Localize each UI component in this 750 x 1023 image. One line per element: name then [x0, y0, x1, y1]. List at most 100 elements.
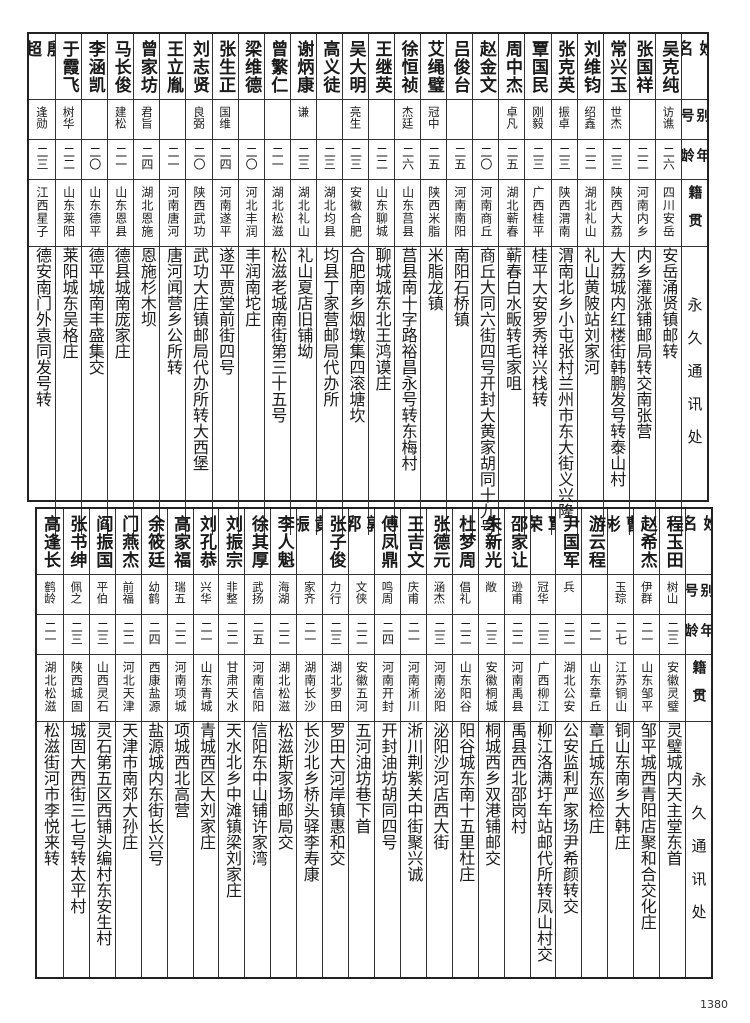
header-column: 姓名 别号 年龄 籍贯 永久通讯处	[685, 509, 711, 977]
table-row: 吴大明 亮生 二三 安徽合肥 合肥南乡烟墩集四滚塘坎	[341, 34, 368, 535]
name-cell: 尹国军	[558, 515, 579, 569]
origin-cell: 河南淅川	[406, 661, 421, 713]
age-cell: 二三	[665, 621, 680, 645]
address-cell: 礼山黄陂站刘家河	[581, 247, 601, 375]
age-cell: 二三	[328, 621, 343, 645]
age-cell: 二四	[139, 146, 154, 170]
address-cell: 罗田大河岸镇惠和交	[326, 722, 346, 866]
origin-cell: 湖北礼山	[296, 186, 311, 238]
age-cell: 二二	[276, 621, 291, 645]
origin-cell: 湖北恩施	[139, 186, 154, 238]
table-row: 艾绳璧 冠中 二五 陕西米脂 米脂龙镇	[420, 34, 447, 535]
page-number: 1380	[700, 998, 728, 1011]
address-cell: 恩施杉木坝	[137, 247, 157, 327]
age-cell: 二二	[374, 146, 389, 170]
alias-cell: 非整	[224, 581, 239, 604]
origin-cell: 山东恩县	[113, 186, 128, 238]
table-row: 余筱廷 幼鹤 二四 西康盐源 盐源城内东街长兴号	[140, 509, 167, 977]
table-row: 高义徒 二三 湖北均县 均县丁家营邮局代办所	[315, 34, 342, 535]
age-cell: 二三	[35, 146, 50, 170]
origin-cell: 甘肃天水	[224, 661, 239, 713]
table-row: 李人魁 海湖 二二 湖北松滋 松滋斯家场邮局交	[270, 509, 297, 977]
name-cell: 周中杰	[501, 40, 522, 94]
origin-cell: 陕西大荔	[609, 186, 624, 238]
header-name: 姓名	[681, 40, 707, 72]
address-cell: 桐城西乡双港铺邮交	[482, 722, 502, 866]
table-row: 吕俊台 二五 河南南阳 南阳石桥镇	[446, 34, 473, 535]
origin-cell: 山东章丘	[587, 661, 602, 713]
name-cell: 黄振	[297, 515, 323, 552]
age-cell: 二二	[458, 621, 473, 645]
alias-cell: 鹤龄	[42, 581, 57, 604]
name-cell: 李人魁	[273, 515, 294, 569]
address-cell: 禹县西北邵岗村	[508, 722, 528, 834]
header-age: 年龄	[681, 148, 707, 168]
table-row: 曾家坊 君旨 二四 湖北恩施 恩施杉木坝	[133, 34, 160, 535]
address-cell: 柳江洛满圩车站邮代所转凤山村交	[534, 722, 554, 962]
roster-table-bottom: 姓名 别号 年龄 籍贯 永久通讯处 程玉田 树山 二三 安徽灵璧 灵璧城内天主堂东首 赵希杰 伊群 二一…	[35, 507, 713, 979]
table-row: 高逢长 鹤龄 二一 湖北松滋 松滋街河市李悦来转	[37, 509, 63, 977]
alias-cell: 建松	[113, 106, 128, 129]
origin-cell: 湖北礼山	[583, 186, 598, 238]
origin-cell: 湖北松滋	[276, 661, 291, 713]
alias-cell: 良弼	[192, 106, 207, 129]
table-row: 吴克纯 访谯 二六 四川安岳 安岳涌贤镇邮转	[654, 34, 681, 535]
alias-cell: 涵杰	[432, 581, 447, 604]
table-row: 覃荣 冠华 二三 广西柳江 柳江洛满圩车站邮代所转凤山村交	[529, 509, 556, 977]
age-cell: 二一	[406, 621, 421, 645]
origin-cell: 陕西武功	[192, 186, 207, 238]
table-row: 李涵凯 二〇 山东德平 德平城南丰盛集交	[81, 34, 108, 535]
age-cell: 二二	[121, 621, 136, 645]
alias-cell: 庆甫	[406, 581, 421, 604]
origin-cell: 陕西米脂	[426, 186, 441, 238]
table-row: 张国祥 二二 河南内乡 内乡灌涨铺邮局转交南张营	[628, 34, 655, 535]
age-cell: 二三	[557, 146, 572, 170]
age-cell: 二二	[561, 621, 576, 645]
alias-cell: 国维	[218, 106, 233, 129]
origin-cell: 山东莱阳	[61, 186, 76, 238]
address-cell: 德县城南庞家庄	[111, 247, 131, 359]
origin-cell: 河北天津	[121, 661, 136, 713]
table-row: 王立胤 二一 河南唐河 唐河闻营乡公所转	[159, 34, 186, 535]
alias-cell: 亮生	[348, 106, 363, 129]
age-cell: 二四	[380, 621, 395, 645]
table-row: 刘孔恭 兴华 二一 山东青城 青城西区大刘家庄	[192, 509, 219, 977]
address-cell: 米脂龙镇	[424, 247, 444, 311]
age-cell: 二三	[484, 621, 499, 645]
age-cell: 二三	[296, 146, 311, 170]
origin-cell: 河南开封	[380, 661, 395, 713]
origin-cell: 河南商丘	[478, 186, 493, 238]
table-row: 张子俊 力行 二三 湖北罗田 罗田大河岸镇惠和交	[322, 509, 349, 977]
address-cell: 合肥南乡烟墩集四滚塘坎	[346, 247, 366, 423]
name-cell: 王吉文	[403, 515, 424, 569]
alias-cell: 前福	[121, 581, 136, 604]
name-cell: 马长俊	[110, 40, 131, 94]
name-cell: 吴大明	[345, 40, 366, 94]
alias-cell: 鸣周	[380, 581, 395, 604]
age-cell: 二〇	[192, 146, 207, 170]
alias-cell: 树山	[665, 581, 680, 604]
address-cell: 松滋斯家场邮局交	[274, 722, 294, 850]
address-cell: 章丘城东巡检庄	[585, 722, 605, 834]
table-row: 黄振 家齐 二一 湖南长沙 长沙北乡桥头驿李寿康	[296, 509, 323, 977]
origin-cell: 湖北松滋	[42, 661, 57, 713]
table-row: 刘振宗 非整 二二 甘肃天水 天水北乡中滩镇梁刘家庄	[218, 509, 245, 977]
address-cell: 唐河闻营乡公所转	[163, 247, 183, 375]
origin-cell: 安徽桐城	[484, 661, 499, 713]
address-cell: 聊城城东北王鸿谟庄	[372, 247, 392, 391]
address-cell: 商丘大同六街四号开封大黄家胡同十九号	[476, 247, 496, 535]
table-row: 徐恒祯 杰廷 二六 山东莒县 莒县南十字路裕昌永号转东梅村	[394, 34, 421, 535]
age-cell: 二二	[173, 621, 188, 645]
name-cell: 覃国民	[528, 40, 549, 94]
address-cell: 安岳涌贤镇邮转	[659, 247, 679, 359]
name-cell: 刘孔恭	[196, 515, 217, 569]
age-cell: 二二	[510, 621, 525, 645]
table-row: 张书绅 佩之 二三 陕西城固 城固大西街三七号转太平村	[62, 509, 89, 977]
table-row: 张克英 振卓 二三 陕西渭南 渭南北乡小屯张村兰州市东大街义兴隆	[550, 34, 577, 535]
header-alias: 别号	[681, 108, 707, 128]
name-cell: 郭郛	[349, 515, 375, 552]
address-cell: 内乡灌涨铺邮局转交南张营	[633, 247, 653, 439]
table-row: 尹国军兵二二 湖北公安 公安监利严家场尹希颜转交	[555, 509, 582, 977]
table-row: 刘志贤 良弼 二〇 陕西武功 武功大庄镇邮局代办所转大西堡	[185, 34, 212, 535]
address-cell: 五河油坊巷下首	[352, 722, 372, 834]
